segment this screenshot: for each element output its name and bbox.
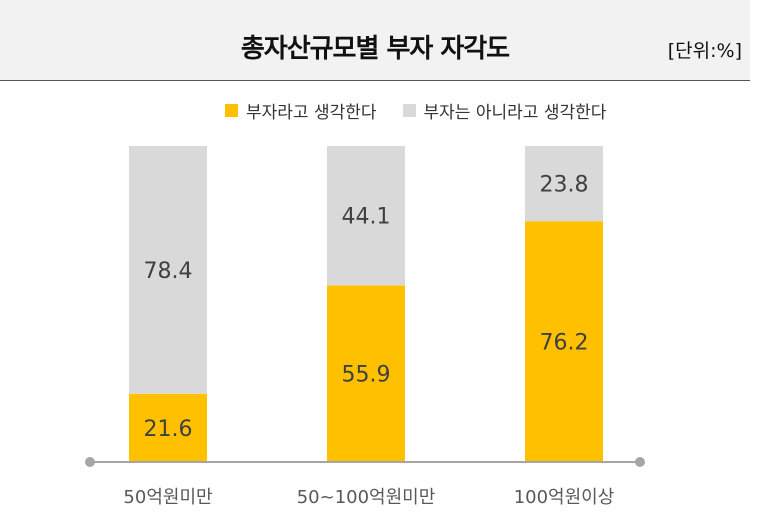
legend-item-0: 부자라고 생각한다	[225, 98, 377, 123]
bar-1-2	[525, 146, 603, 222]
unit-label: [단위:%]	[667, 40, 742, 62]
legend-item-1: 부자는 아니라고 생각한다	[402, 98, 607, 123]
x-tick-label-2: 100억원이상	[514, 487, 615, 508]
data-label-0-2: 76.2	[540, 331, 589, 356]
data-label-0-0: 21.6	[144, 417, 193, 442]
data-label-1-1: 44.1	[342, 205, 391, 230]
chart-header: 총자산규모별 부자 자각도 [단위:%]	[0, 0, 750, 81]
legend: 부자라고 생각한다 부자는 아니라고 생각한다	[225, 98, 632, 123]
bar-0-1	[327, 285, 405, 462]
chart-title: 총자산규모별 부자 자각도	[240, 34, 510, 64]
bar-1-0	[129, 146, 207, 394]
bar-1-1	[327, 146, 405, 286]
legend-swatch-1	[402, 104, 416, 117]
legend-label-1: 부자는 아니라고 생각한다	[423, 103, 607, 123]
data-label-1-0: 78.4	[144, 259, 193, 284]
legend-swatch-0	[225, 104, 238, 117]
x-axis-end-dot	[635, 457, 645, 467]
bar-0-0	[129, 393, 207, 462]
x-axis-start-dot	[85, 457, 95, 467]
x-tick-label-0: 50억원미만	[123, 487, 212, 508]
legend-label-0: 부자라고 생각한다	[246, 103, 377, 123]
x-tick-label-1: 50~100억원미만	[297, 487, 436, 508]
data-label-0-1: 55.9	[342, 363, 391, 388]
bar-0-2	[525, 221, 603, 462]
data-label-1-2: 23.8	[540, 173, 589, 198]
